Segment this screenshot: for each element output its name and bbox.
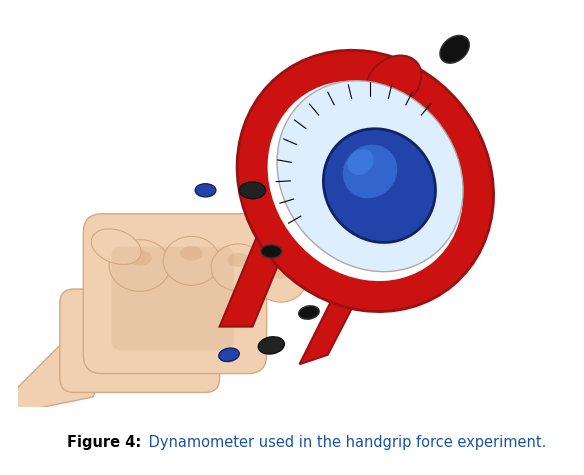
Ellipse shape: [239, 182, 266, 199]
Ellipse shape: [298, 306, 319, 319]
Ellipse shape: [109, 240, 171, 291]
Ellipse shape: [277, 81, 463, 272]
Polygon shape: [220, 190, 309, 327]
Polygon shape: [300, 228, 394, 364]
Ellipse shape: [267, 81, 463, 281]
Ellipse shape: [180, 246, 203, 261]
Ellipse shape: [270, 266, 291, 279]
Ellipse shape: [195, 184, 216, 197]
Ellipse shape: [324, 129, 436, 242]
Ellipse shape: [237, 50, 493, 312]
Ellipse shape: [343, 145, 397, 199]
Ellipse shape: [219, 348, 239, 361]
Ellipse shape: [258, 337, 284, 354]
Ellipse shape: [347, 149, 374, 175]
Text: Figure 4:: Figure 4:: [67, 435, 141, 450]
Ellipse shape: [366, 56, 422, 109]
Ellipse shape: [440, 36, 470, 63]
Ellipse shape: [255, 257, 307, 302]
FancyBboxPatch shape: [60, 289, 220, 392]
Ellipse shape: [211, 244, 266, 291]
Ellipse shape: [163, 237, 220, 285]
FancyBboxPatch shape: [112, 247, 234, 350]
FancyBboxPatch shape: [84, 214, 267, 374]
Ellipse shape: [127, 250, 152, 266]
Text: Dynamometer used in the handgrip force experiment.: Dynamometer used in the handgrip force e…: [144, 435, 546, 450]
Ellipse shape: [261, 245, 281, 258]
Ellipse shape: [91, 229, 141, 265]
Polygon shape: [0, 331, 112, 416]
Ellipse shape: [228, 253, 249, 267]
